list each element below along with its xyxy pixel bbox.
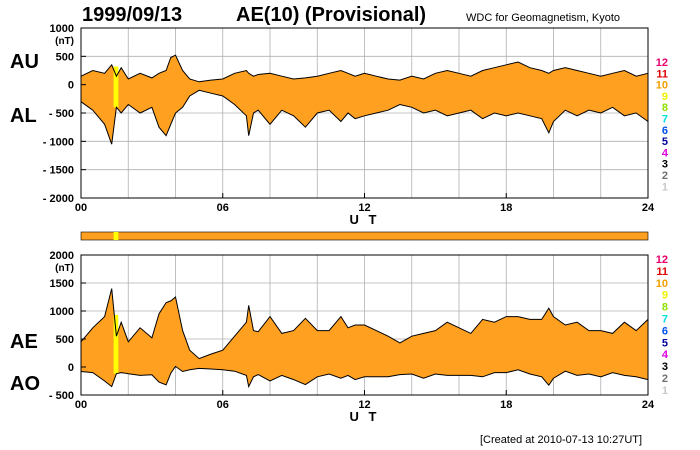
series-line-al (80, 89, 649, 145)
y-tick-label: - 500 (49, 390, 74, 402)
y-tick-label: 500 (56, 334, 74, 346)
legend-level-4: 4 (662, 147, 669, 159)
legend-level-4: 4 (662, 349, 669, 361)
y-units-label: (nT) (55, 263, 74, 274)
x-tick-label: 24 (642, 202, 655, 214)
y-tick-label: - 1000 (43, 136, 74, 148)
legend-level-12: 12 (656, 254, 668, 266)
legend-level-1: 1 (662, 385, 668, 397)
series-label-ae: AE (10, 331, 38, 353)
legend-level-9: 9 (662, 290, 668, 302)
y-tick-label: 0 (68, 80, 74, 92)
x-tick-label: 18 (500, 399, 512, 411)
series-area-ae-ao (81, 288, 648, 387)
y-tick-label: 1500 (50, 278, 74, 290)
x-tick-label: 24 (642, 399, 655, 411)
legend-level-6: 6 (662, 325, 668, 337)
legend-level-6: 6 (662, 125, 668, 137)
y-tick-label: 0 (68, 362, 74, 374)
legend-level-7: 7 (662, 114, 668, 126)
x-tick-label: 06 (217, 399, 229, 411)
legend-level-2: 2 (662, 170, 668, 182)
series-line-au (80, 54, 649, 83)
y-units-label: (nT) (55, 36, 74, 47)
y-tick-label: 1000 (50, 306, 74, 318)
legend-level-11: 11 (656, 266, 668, 278)
series-line-ao (80, 365, 649, 389)
data-coverage-band (80, 231, 649, 241)
legend-level-9: 9 (662, 91, 668, 103)
y-tick-label: 1000 (50, 23, 74, 35)
highlight-stripe (113, 66, 119, 108)
legend-level-12: 12 (656, 57, 668, 69)
legend-level-1: 1 (662, 181, 668, 193)
x-tick-label: 12 (358, 202, 370, 214)
legend-level-3: 3 (662, 361, 668, 373)
x-tick-label: 00 (75, 399, 87, 411)
legend-level-11: 11 (656, 68, 668, 80)
legend-level-2: 2 (662, 373, 668, 385)
series-label-ao: AO (10, 373, 40, 395)
x-tick-label: 06 (217, 202, 229, 214)
y-tick-label: 2000 (50, 250, 74, 262)
legend-level-5: 5 (662, 337, 668, 349)
legend-level-10: 10 (656, 278, 668, 290)
series-label-au: AU (10, 51, 39, 73)
x-tick-label: 00 (75, 202, 87, 214)
y-tick-label: - 500 (49, 108, 74, 120)
legend-level-3: 3 (662, 159, 668, 171)
y-tick-label: 500 (56, 51, 74, 63)
highlight-stripe (113, 314, 119, 374)
legend-level-8: 8 (662, 102, 668, 114)
chart-title: AE(10) (Provisional) (236, 4, 427, 26)
series-area-au-al (81, 55, 648, 145)
x-tick-label: 12 (358, 399, 370, 411)
series-label-al: AL (10, 105, 37, 127)
y-tick-label: - 2000 (43, 193, 74, 205)
source-label: WDC for Geomagnetism, Kyoto (466, 12, 621, 24)
y-tick-label: - 1500 (43, 165, 74, 177)
legend-level-5: 5 (662, 136, 668, 148)
legend-level-10: 10 (656, 80, 668, 92)
series-line-ae (80, 288, 649, 360)
legend-level-8: 8 (662, 302, 668, 314)
legend-level-7: 7 (662, 314, 668, 326)
coverage-highlight (113, 232, 119, 240)
x-tick-label: 18 (500, 202, 512, 214)
x-axis-label: U T (350, 409, 380, 424)
x-axis-label: U T (350, 212, 380, 227)
date-title: 1999/09/13 (82, 4, 183, 26)
created-label: [Created at 2010-07-13 10:27UT] (480, 434, 643, 446)
